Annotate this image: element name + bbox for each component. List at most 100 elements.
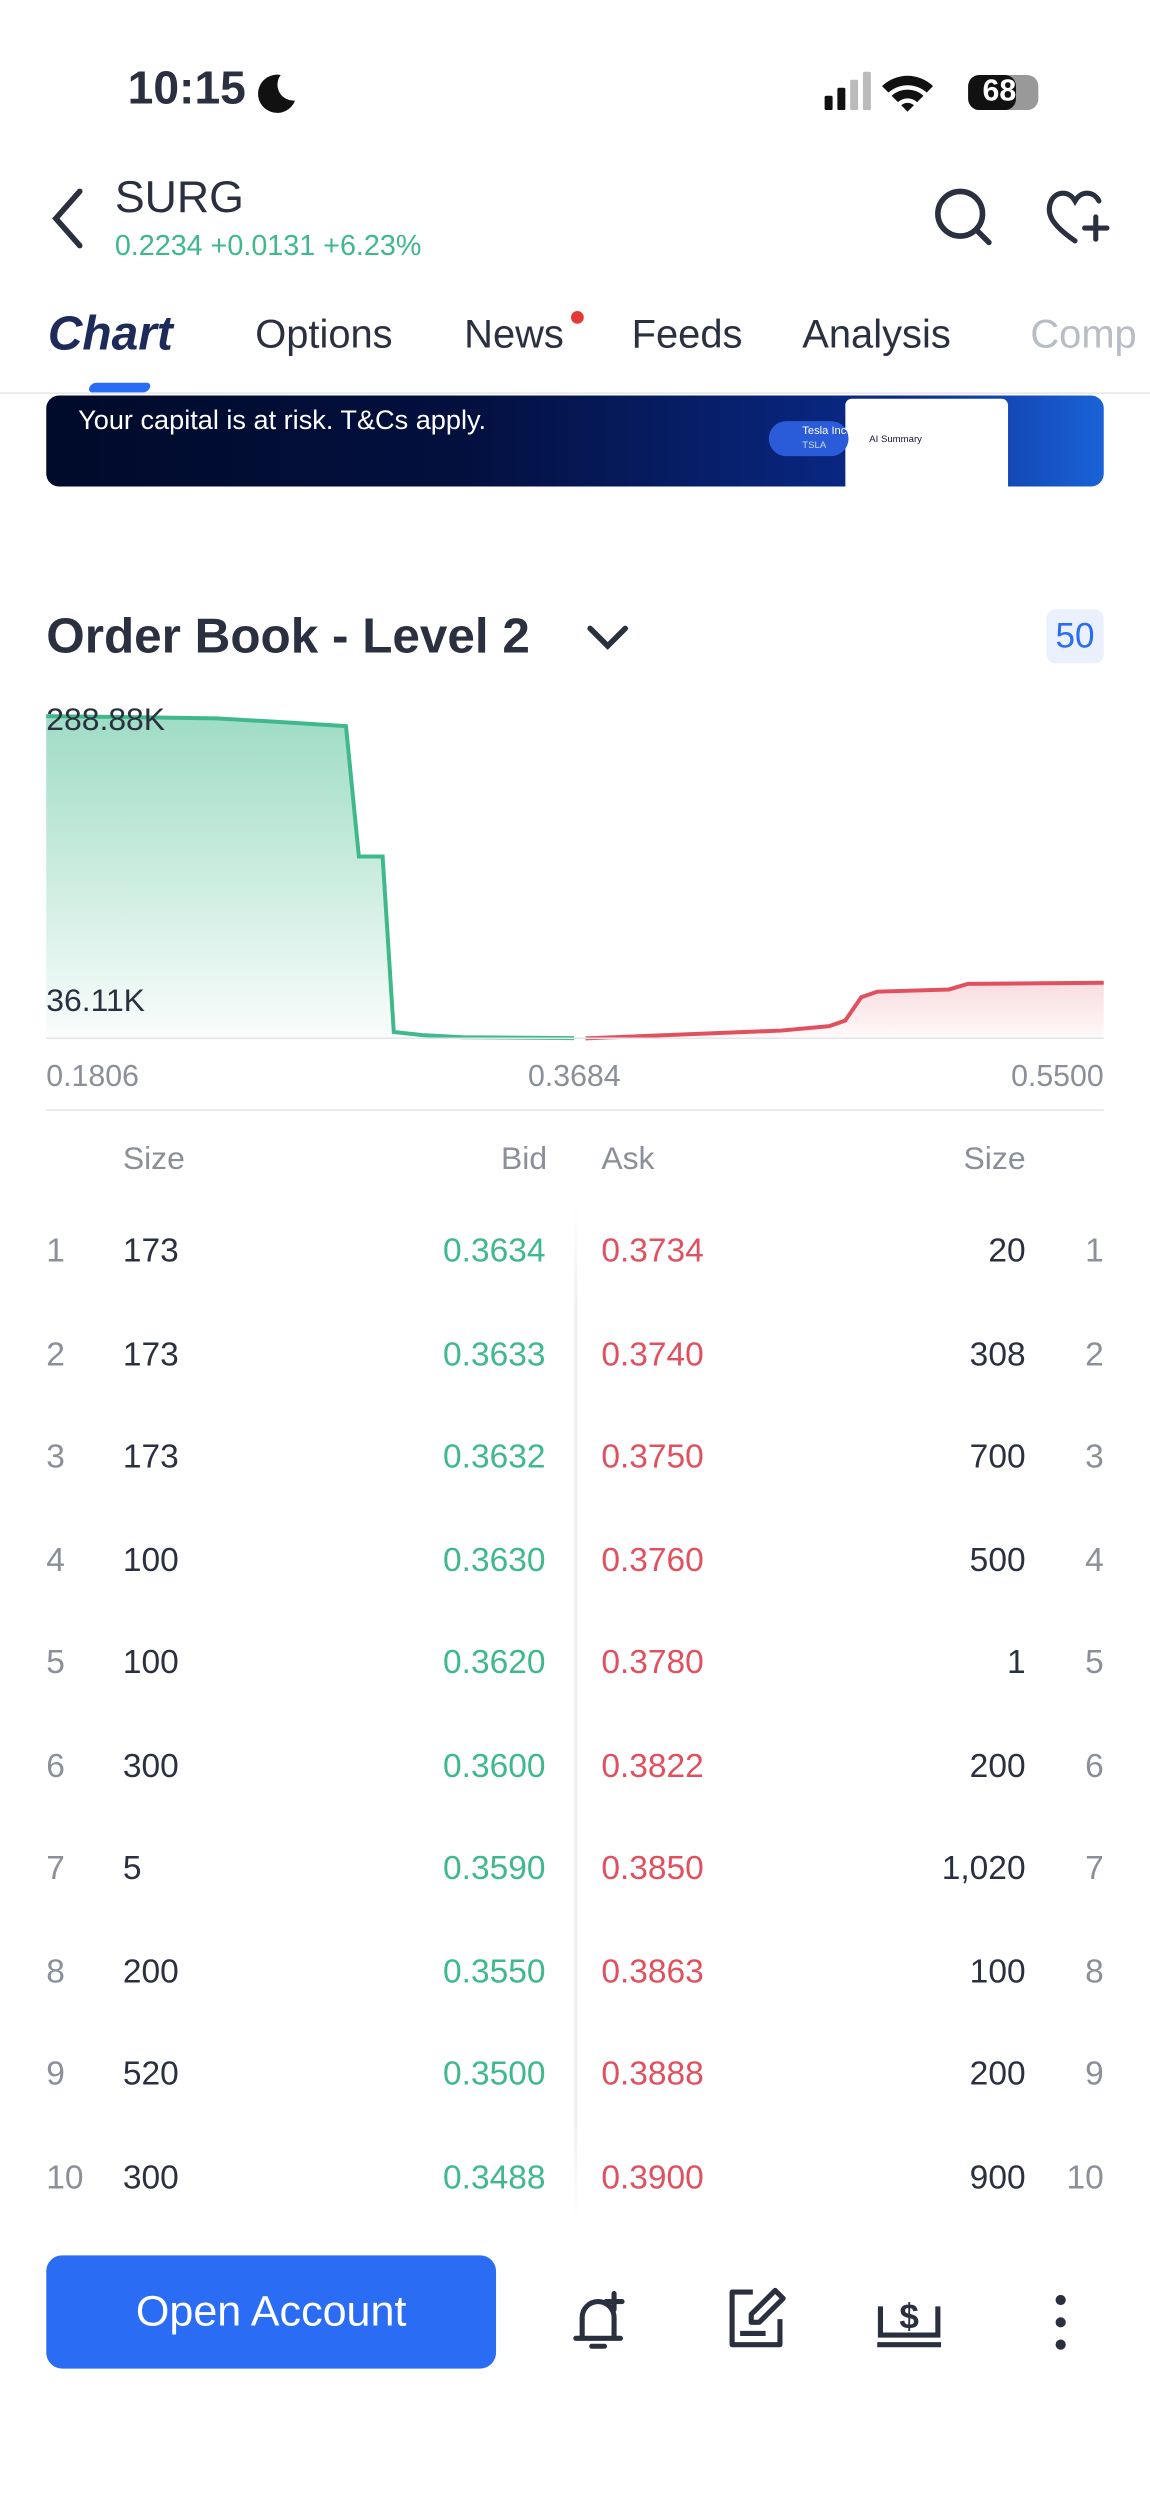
rank: 4 xyxy=(1085,1541,1104,1579)
ask-price: 0.3863 xyxy=(601,1953,704,1990)
tab-chart[interactable]: Chart xyxy=(47,307,173,361)
ask-size: 1 xyxy=(1006,1644,1026,1682)
bid-price: 0.3620 xyxy=(443,1644,546,1682)
note-button[interactable] xyxy=(721,2284,791,2354)
ask-price: 0.3850 xyxy=(601,1850,704,1887)
bid-price: 0.3500 xyxy=(443,2055,546,2093)
ask-size: 900 xyxy=(969,2158,1026,2196)
bid-size: 173 xyxy=(122,1438,179,1476)
banner-summary: AI Summary xyxy=(869,435,922,446)
tab-options[interactable]: Options xyxy=(255,312,393,358)
depth-area xyxy=(585,982,1104,1039)
header-bg xyxy=(0,0,1150,394)
bid-size: 200 xyxy=(122,1953,179,1990)
ask-price: 0.3734 xyxy=(601,1232,704,1270)
bid-size: 520 xyxy=(122,2055,179,2093)
ask-price: 0.3740 xyxy=(601,1335,704,1373)
tabs-divider xyxy=(0,392,1150,394)
rank: 1 xyxy=(46,1232,65,1270)
ask-price: 0.3822 xyxy=(601,1747,704,1785)
ask-size: 1,020 xyxy=(941,1850,1026,1887)
bid-price: 0.3488 xyxy=(443,2158,546,2196)
rank: 2 xyxy=(1085,1335,1104,1373)
rank: 3 xyxy=(46,1438,65,1476)
order-book-title: Order Book - Level 2 xyxy=(46,607,530,664)
search-button[interactable] xyxy=(931,185,995,249)
banner-card xyxy=(845,398,1009,487)
banner-pill xyxy=(768,421,849,457)
table-divider xyxy=(574,1204,578,2226)
bid-price: 0.3634 xyxy=(443,1232,546,1270)
tab-news[interactable]: News xyxy=(464,312,564,358)
news-dot xyxy=(571,311,584,324)
ask-price: 0.3780 xyxy=(601,1644,704,1682)
depth-line xyxy=(585,980,1104,1041)
rank: 3 xyxy=(1085,1438,1104,1476)
rank: 5 xyxy=(46,1644,65,1682)
bid-size: 300 xyxy=(122,1747,179,1785)
watchlist-button[interactable] xyxy=(1043,185,1113,249)
bid-size: 173 xyxy=(122,1335,179,1373)
ask-price: 0.3900 xyxy=(601,2158,704,2196)
alert-button[interactable] xyxy=(566,2284,636,2354)
rank: 10 xyxy=(46,2158,84,2196)
ask-size: 700 xyxy=(969,1438,1026,1476)
x-tick-label: 0.1806 xyxy=(46,1060,139,1093)
ask-size: 200 xyxy=(969,2055,1026,2093)
column-header: Bid xyxy=(500,1142,548,1178)
ask-size: 100 xyxy=(969,1953,1026,1990)
ask-size: 200 xyxy=(969,1747,1026,1785)
bid-size: 300 xyxy=(122,2158,179,2196)
rank: 6 xyxy=(46,1747,65,1785)
bid-price: 0.3630 xyxy=(443,1541,546,1579)
rank: 9 xyxy=(46,2055,65,2093)
rank: 2 xyxy=(46,1335,65,1373)
bid-price: 0.3550 xyxy=(443,1953,546,1990)
bid-size: 173 xyxy=(122,1232,179,1270)
column-header: Size xyxy=(963,1142,1026,1178)
depth-chart: 288.88K 36.11K 0.1806 0.3684 0.5500 xyxy=(46,701,1104,1111)
banner-card-title: Tesla Inc xyxy=(802,425,847,438)
symbol: SURG xyxy=(114,172,244,222)
rank: 7 xyxy=(46,1850,65,1887)
back-button[interactable] xyxy=(45,183,93,253)
ask-price: 0.3888 xyxy=(601,2055,704,2093)
bid-size: 100 xyxy=(122,1541,179,1579)
open-account-button[interactable]: Open Account xyxy=(46,2255,497,2369)
trade-button[interactable]: $ xyxy=(871,2284,948,2354)
x-tick-label: 0.3684 xyxy=(528,1060,621,1093)
rank: 1 xyxy=(1085,1232,1104,1270)
rank: 4 xyxy=(46,1541,65,1579)
column-header: Size xyxy=(122,1142,185,1178)
bid-price: 0.3590 xyxy=(443,1850,546,1887)
dollar-glyph: $ xyxy=(899,2298,919,2337)
ask-size: 308 xyxy=(969,1335,1026,1373)
tab-analysis[interactable]: Analysis xyxy=(802,312,951,358)
bid-price: 0.3600 xyxy=(443,1747,546,1785)
tab-company[interactable]: Comp xyxy=(1030,312,1137,358)
ask-price: 0.3760 xyxy=(601,1541,704,1579)
tab-feeds[interactable]: Feeds xyxy=(631,312,743,358)
dropdown-icon[interactable] xyxy=(584,619,632,657)
status-icons xyxy=(824,71,1039,112)
rank: 9 xyxy=(1085,2055,1104,2093)
depth-area xyxy=(46,716,575,1039)
rank: 6 xyxy=(1085,1747,1104,1785)
battery-level: 68 xyxy=(982,74,1017,109)
banner-text: Your capital is at risk. T&Cs apply. xyxy=(78,405,487,436)
rank: 10 xyxy=(1066,2158,1104,2196)
tab-indicator xyxy=(87,382,152,393)
y-tick-label: 288.88K xyxy=(46,701,165,737)
banner-card-ticker: TSLA xyxy=(802,441,827,452)
quote: 0.2234 +0.0131 +6.23% xyxy=(114,229,422,262)
ask-price: 0.3750 xyxy=(601,1438,704,1476)
depth-selector[interactable]: 50 xyxy=(1046,609,1104,664)
rank: 5 xyxy=(1085,1644,1104,1682)
rank: 8 xyxy=(46,1953,65,1990)
bid-size: 100 xyxy=(122,1644,179,1682)
moon-icon xyxy=(258,74,296,113)
ask-size: 20 xyxy=(988,1232,1026,1270)
more-button[interactable] xyxy=(1045,2290,1077,2354)
